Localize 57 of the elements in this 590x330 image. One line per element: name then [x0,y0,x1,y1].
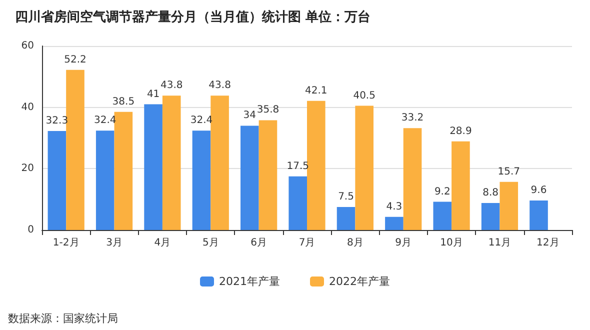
data-label: 28.9 [450,126,472,137]
data-label: 9.2 [434,186,450,198]
data-label: 43.8 [160,80,183,92]
data-label: 15.7 [498,166,520,178]
x-tick-label: 12月 [536,238,560,248]
data-label: 33.2 [401,112,424,124]
bar [336,207,356,230]
data-label: 42.1 [305,85,328,96]
bar [240,126,259,230]
bar [403,128,422,230]
bar [385,216,404,230]
bar [433,202,452,230]
x-tick-label: 5月 [202,238,219,248]
x-tick-label: 1-2月 [52,238,80,248]
bar [114,112,133,230]
x-tick-label: 9月 [395,238,412,248]
y-tick-label: 0 [28,224,34,236]
data-label: 41 [146,88,160,100]
chart-title: 四川省房间空气调节器产量分月（当月值）统计图 单位：万台 [15,9,371,25]
data-label: 4.3 [386,201,402,212]
bar [355,106,374,230]
bar [481,203,500,230]
legend-label: 2022年产量 [329,275,390,288]
bar [144,104,162,230]
x-tick-label: 6月 [250,238,268,248]
bar [530,200,548,230]
data-label: 8.8 [482,188,499,199]
x-tick-label: 7月 [298,238,316,248]
data-label: 34 [243,110,256,122]
data-label: 43.8 [208,80,231,92]
bar [500,182,518,230]
bar [96,130,114,230]
bar [307,100,326,230]
bar [210,96,229,230]
x-tick-label: 11月 [488,238,512,248]
bar [452,141,470,230]
x-tick-label: 10月 [440,238,463,248]
data-label: 40.5 [353,90,376,102]
x-tick-label: 3月 [106,238,122,248]
x-tick-label: 8月 [346,238,364,248]
bar [258,120,278,230]
data-label: 52.2 [64,54,86,66]
bar [192,130,211,230]
bar [66,70,84,230]
data-label: 35.8 [256,104,280,116]
bar [48,130,66,230]
data-label: 9.6 [530,185,547,196]
data-label: 38.5 [112,96,135,108]
y-tick-label: 20 [21,163,34,174]
bar [162,96,181,230]
y-tick-label: 40 [21,102,34,113]
x-tick-label: 4月 [154,238,171,248]
legend-label: 2021年产量 [219,275,280,288]
data-label: 7.5 [338,192,354,202]
bar [288,176,307,230]
source-note: 数据来源：国家统计局 [8,312,118,325]
y-tick-label: 60 [21,40,34,52]
